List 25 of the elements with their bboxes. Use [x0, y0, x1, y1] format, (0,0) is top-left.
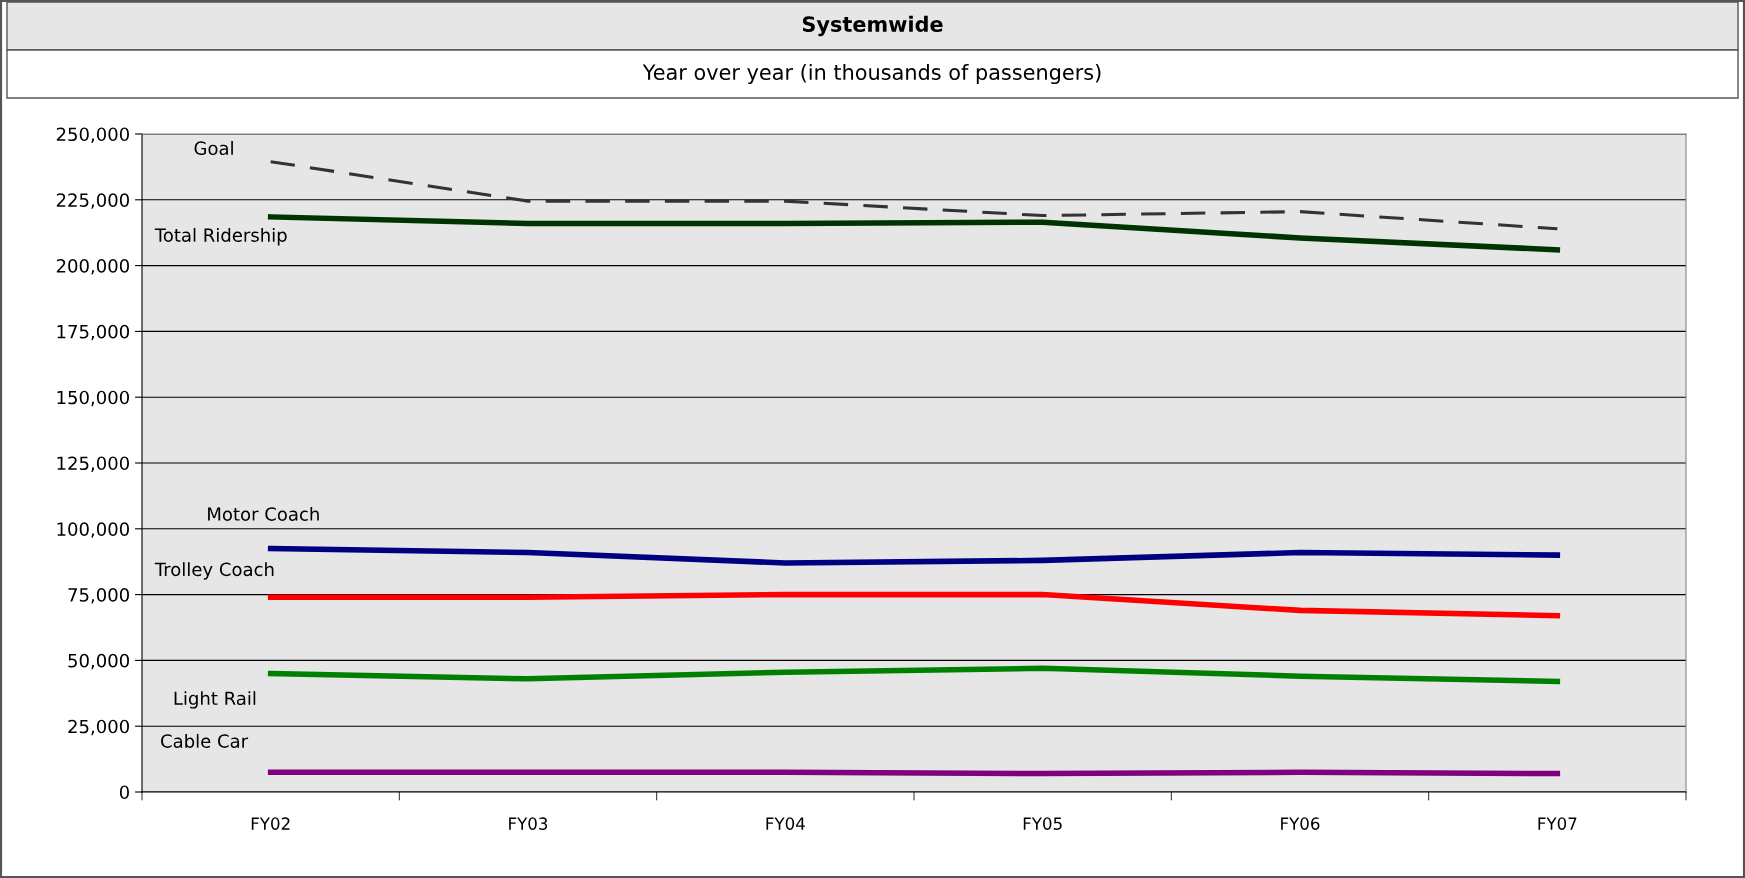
y-tick-label: 200,000 [56, 259, 129, 275]
y-tick-label: 0 [119, 785, 129, 800]
chart-subtitle: Year over year (in thousands of passengers) [642, 63, 1101, 85]
y-tick-label: 25,000 [68, 719, 129, 736]
series-label: Trolley Coach [154, 562, 274, 580]
y-tick-label: 150,000 [57, 390, 129, 407]
y-tick-label: 225,000 [56, 193, 129, 209]
series-label: Cable Car [161, 733, 249, 748]
y-tick-label: 100,000 [57, 522, 129, 538]
y-tick-label: 125,000 [57, 456, 129, 472]
chart-title: Systemwide [802, 15, 943, 37]
y-tick-label: 50,000 [68, 653, 129, 670]
y-tick-label: 75,000 [68, 588, 129, 604]
x-tick-label: FY04 [766, 817, 805, 830]
series-label: Light Rail [174, 691, 256, 709]
x-tick-label: FY06 [1281, 817, 1320, 830]
series-label: Total Ridership [154, 227, 287, 246]
text: Goal [194, 141, 233, 156]
x-tick-label: FY03 [509, 817, 548, 830]
y-tick-label: 175,000 [57, 324, 129, 341]
x-tick-label: FY05 [1023, 817, 1062, 830]
y-tick-label: 250,000 [56, 127, 129, 143]
x-tick-label: FY07 [1538, 817, 1577, 830]
series-label: Motor Coach [208, 506, 319, 521]
x-tick-label: FY02 [251, 817, 290, 830]
